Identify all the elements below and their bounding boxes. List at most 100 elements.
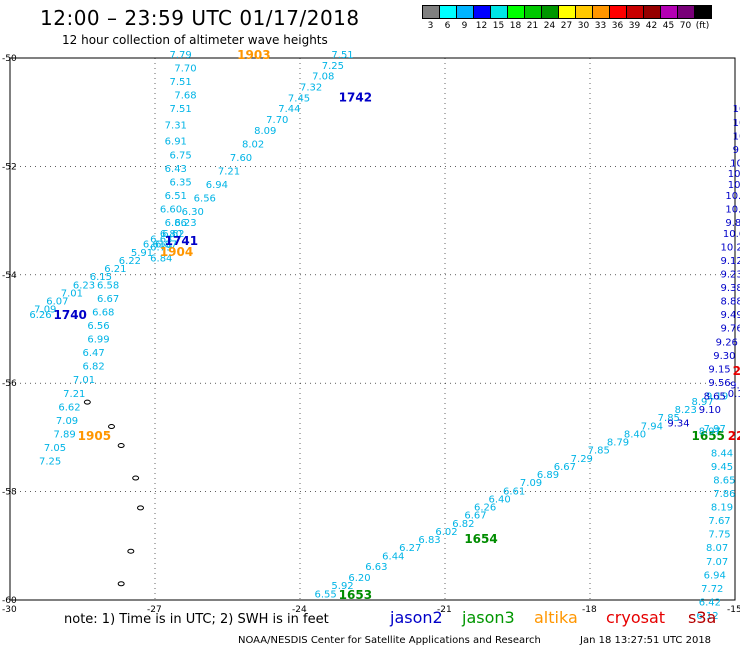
legend-label: 3 [427, 21, 434, 31]
wave-height-value: 7.60 [230, 153, 252, 164]
wave-height-value: 6.44 [382, 551, 404, 562]
wave-height-value: 6.55 [315, 589, 337, 600]
wave-height-value: 6.40 [489, 494, 511, 505]
lat-tick-label: -60 [2, 596, 17, 606]
wave-height-value: 7.97 [704, 424, 726, 435]
wave-height-value: 8.19 [711, 503, 733, 514]
wave-height-value: 7.31 [165, 120, 187, 131]
wave-height-value: 7.70 [266, 115, 288, 126]
wave-height-value: 6.61 [503, 486, 525, 497]
island-outline [108, 424, 115, 430]
wave-height-value: 7.05 [44, 443, 66, 454]
wave-height-value: 10.3 [725, 191, 740, 202]
wave-height-value: 8.02 [242, 139, 264, 150]
legend-label: 9 [461, 21, 468, 31]
wave-height-value: 10. [728, 169, 740, 180]
wave-height-value: 7.85 [588, 446, 610, 457]
wave-height-value: 9.87 [725, 218, 740, 229]
wave-height-value: 8.40 [624, 429, 646, 440]
wave-height-value: 7.07 [706, 557, 728, 568]
wave-height-value: 7.94 [641, 421, 663, 432]
wave-height-value: 8.65 [704, 391, 726, 402]
wave-height-value: 6.56 [194, 194, 216, 205]
island-outline [127, 548, 135, 554]
lat-tick-label: -52 [2, 162, 17, 172]
wave-height-value: 6.62 [162, 229, 184, 240]
wave-height-value: 6.23 [73, 280, 95, 291]
legend-label: 70 [679, 21, 692, 31]
wave-height-value: 6.43 [165, 164, 187, 175]
wave-height-value: 6.82 [83, 362, 105, 373]
pass-time-label: 1654 [464, 532, 497, 546]
legend-label: 39 [628, 21, 641, 31]
wave-height-value: 8.79 [607, 438, 629, 449]
wave-height-value: 7.51 [170, 104, 192, 115]
wave-height-value: 6.86 [165, 218, 187, 229]
wave-height-value: 8.09 [254, 126, 276, 137]
wave-height-value: 8.65 [713, 475, 735, 486]
wave-height-value: 6.61 [143, 240, 165, 251]
pass-time-label: 1655 [692, 429, 725, 443]
wave-height-value: 5.91 [131, 248, 153, 259]
island-outline [117, 443, 125, 449]
wave-height-value: 7.32 [300, 83, 322, 94]
pass-time-label: 2 [733, 364, 740, 378]
wave-height-value: 9.56 [708, 378, 730, 389]
wave-height-value: 6.99 [87, 335, 109, 346]
wave-height-value: 8.88 [721, 297, 740, 308]
wave-height-value: 10. [730, 158, 740, 169]
legend-label: 24 [543, 21, 556, 31]
legend-label: 42 [645, 21, 658, 31]
wave-height-value: 7.89 [54, 429, 76, 440]
wave-height-value: 7.29 [571, 454, 593, 465]
wave-height-value: 6.89 [537, 470, 559, 481]
wave-height-value: 9.34 [667, 419, 689, 430]
wave-height-value: 6.83 [418, 535, 440, 546]
wave-height-value: 9.76 [721, 324, 740, 335]
wave-height-value: 7.09 [56, 416, 78, 427]
wave-height-value: 6.67 [554, 462, 576, 473]
timestamp: Jan 18 13:27:51 UTC 2018 [580, 635, 712, 646]
wave-height-value: 6.02 [435, 527, 457, 538]
wave-height-value: 7.09 [520, 478, 542, 489]
pass-time-label: 1740 [54, 308, 87, 322]
pass-time-label: 22 [728, 429, 740, 443]
lon-tick-label: -24 [292, 605, 307, 615]
wave-height-value: 9.10 [699, 405, 721, 416]
wave-height-value: 6.84 [150, 253, 172, 264]
wave-height-value: 6.23 [174, 218, 196, 229]
lon-tick-label: -18 [582, 605, 597, 615]
legend-label: 6 [444, 21, 451, 31]
wave-height-value: 7.86 [713, 489, 735, 500]
wave-height-value: 7.25 [322, 61, 344, 72]
wave-height-value: 9. [733, 145, 740, 156]
wave-height-value: 10. [733, 131, 740, 142]
wave-height-value: 6.67 [97, 294, 119, 305]
wave-height-value: 7.21 [63, 389, 85, 400]
lon-tick-label: -15 [727, 605, 740, 615]
wave-height-value: 5.92 [331, 581, 353, 592]
legend-label: 30 [577, 21, 590, 31]
wave-height-value: 7.01 [61, 288, 83, 299]
wave-height-value: 6.20 [348, 573, 370, 584]
wave-height-value: 9.26 [716, 337, 738, 348]
wave-height-value: 6.51 [165, 191, 187, 202]
map-title: 12:00 – 23:59 UTC 01/17/2018 [40, 6, 360, 30]
wave-height-value: 6.22 [119, 256, 141, 267]
wave-height-value: 7.85 [658, 413, 680, 424]
wave-height-value: 7.72 [701, 584, 723, 595]
island-outline [132, 475, 140, 481]
wave-height-value: 8.97 [699, 427, 721, 438]
wave-height-value: 10.69 [723, 229, 740, 240]
lat-tick-label: -50 [2, 54, 17, 64]
wave-height-value: 6.94 [206, 180, 228, 191]
wave-height-value: 10. [728, 180, 740, 191]
pass-time-label: 1904 [160, 245, 193, 259]
wave-height-value: 6.30 [182, 207, 204, 218]
wave-height-value: 6.60 [160, 204, 182, 215]
wave-height-value: 0.11 [728, 389, 740, 400]
island-outline [83, 399, 91, 405]
island-outline [137, 505, 144, 511]
footer-note: note: 1) Time is in UTC; 2) SWH is in fe… [64, 612, 329, 627]
